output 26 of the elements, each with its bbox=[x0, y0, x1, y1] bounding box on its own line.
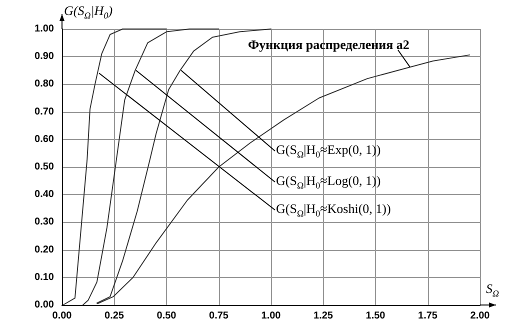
y-tick-label: 0.10 bbox=[34, 272, 54, 283]
annotation: Функция распределения a2 bbox=[248, 37, 410, 52]
x-tick-label: 1.75 bbox=[418, 310, 438, 322]
annotation: G(S$_{Ω}$|H$_{0}$≈Log(0, 1)) bbox=[276, 172, 381, 192]
x-tick-label: 1.25 bbox=[314, 310, 334, 322]
y-tick-label: 0.00 bbox=[34, 300, 54, 310]
annotation: G(S$_{Ω}$|H$_{0}$≈Koshi(0, 1)) bbox=[276, 200, 391, 220]
y-tick-label: 0.60 bbox=[34, 134, 54, 145]
x-axis-title: S$_{Ω}$ bbox=[486, 280, 500, 300]
x-tick-label: 1.00 bbox=[261, 310, 282, 322]
y-tick-label: 0.20 bbox=[34, 244, 54, 256]
y-tick-label: 0.90 bbox=[34, 51, 54, 62]
y-tick-label: 0.30 bbox=[34, 216, 54, 228]
y-tick-label: 1.00 bbox=[34, 24, 54, 34]
annotation: G(S$_{Ω}$|H$_{0}$≈Exp(0, 1)) bbox=[276, 142, 381, 162]
y-tick-label: 0.50 bbox=[34, 162, 54, 172]
y-tick-label: 0.80 bbox=[34, 78, 54, 90]
x-tick-label: 0.00 bbox=[52, 310, 72, 322]
y-tick-label: 0.70 bbox=[34, 106, 54, 118]
x-tick-label: 0.50 bbox=[156, 310, 177, 322]
x-tick-label: 0.75 bbox=[209, 310, 229, 322]
x-tick-label: 0.25 bbox=[104, 310, 124, 322]
y-axis-title: G(S$_{Ω}$|H$_{0}$) bbox=[64, 2, 113, 22]
y-tick-label: 0.40 bbox=[34, 189, 54, 200]
x-tick-label: 2.00 bbox=[470, 310, 490, 322]
x-tick-label: 1.50 bbox=[366, 310, 386, 322]
